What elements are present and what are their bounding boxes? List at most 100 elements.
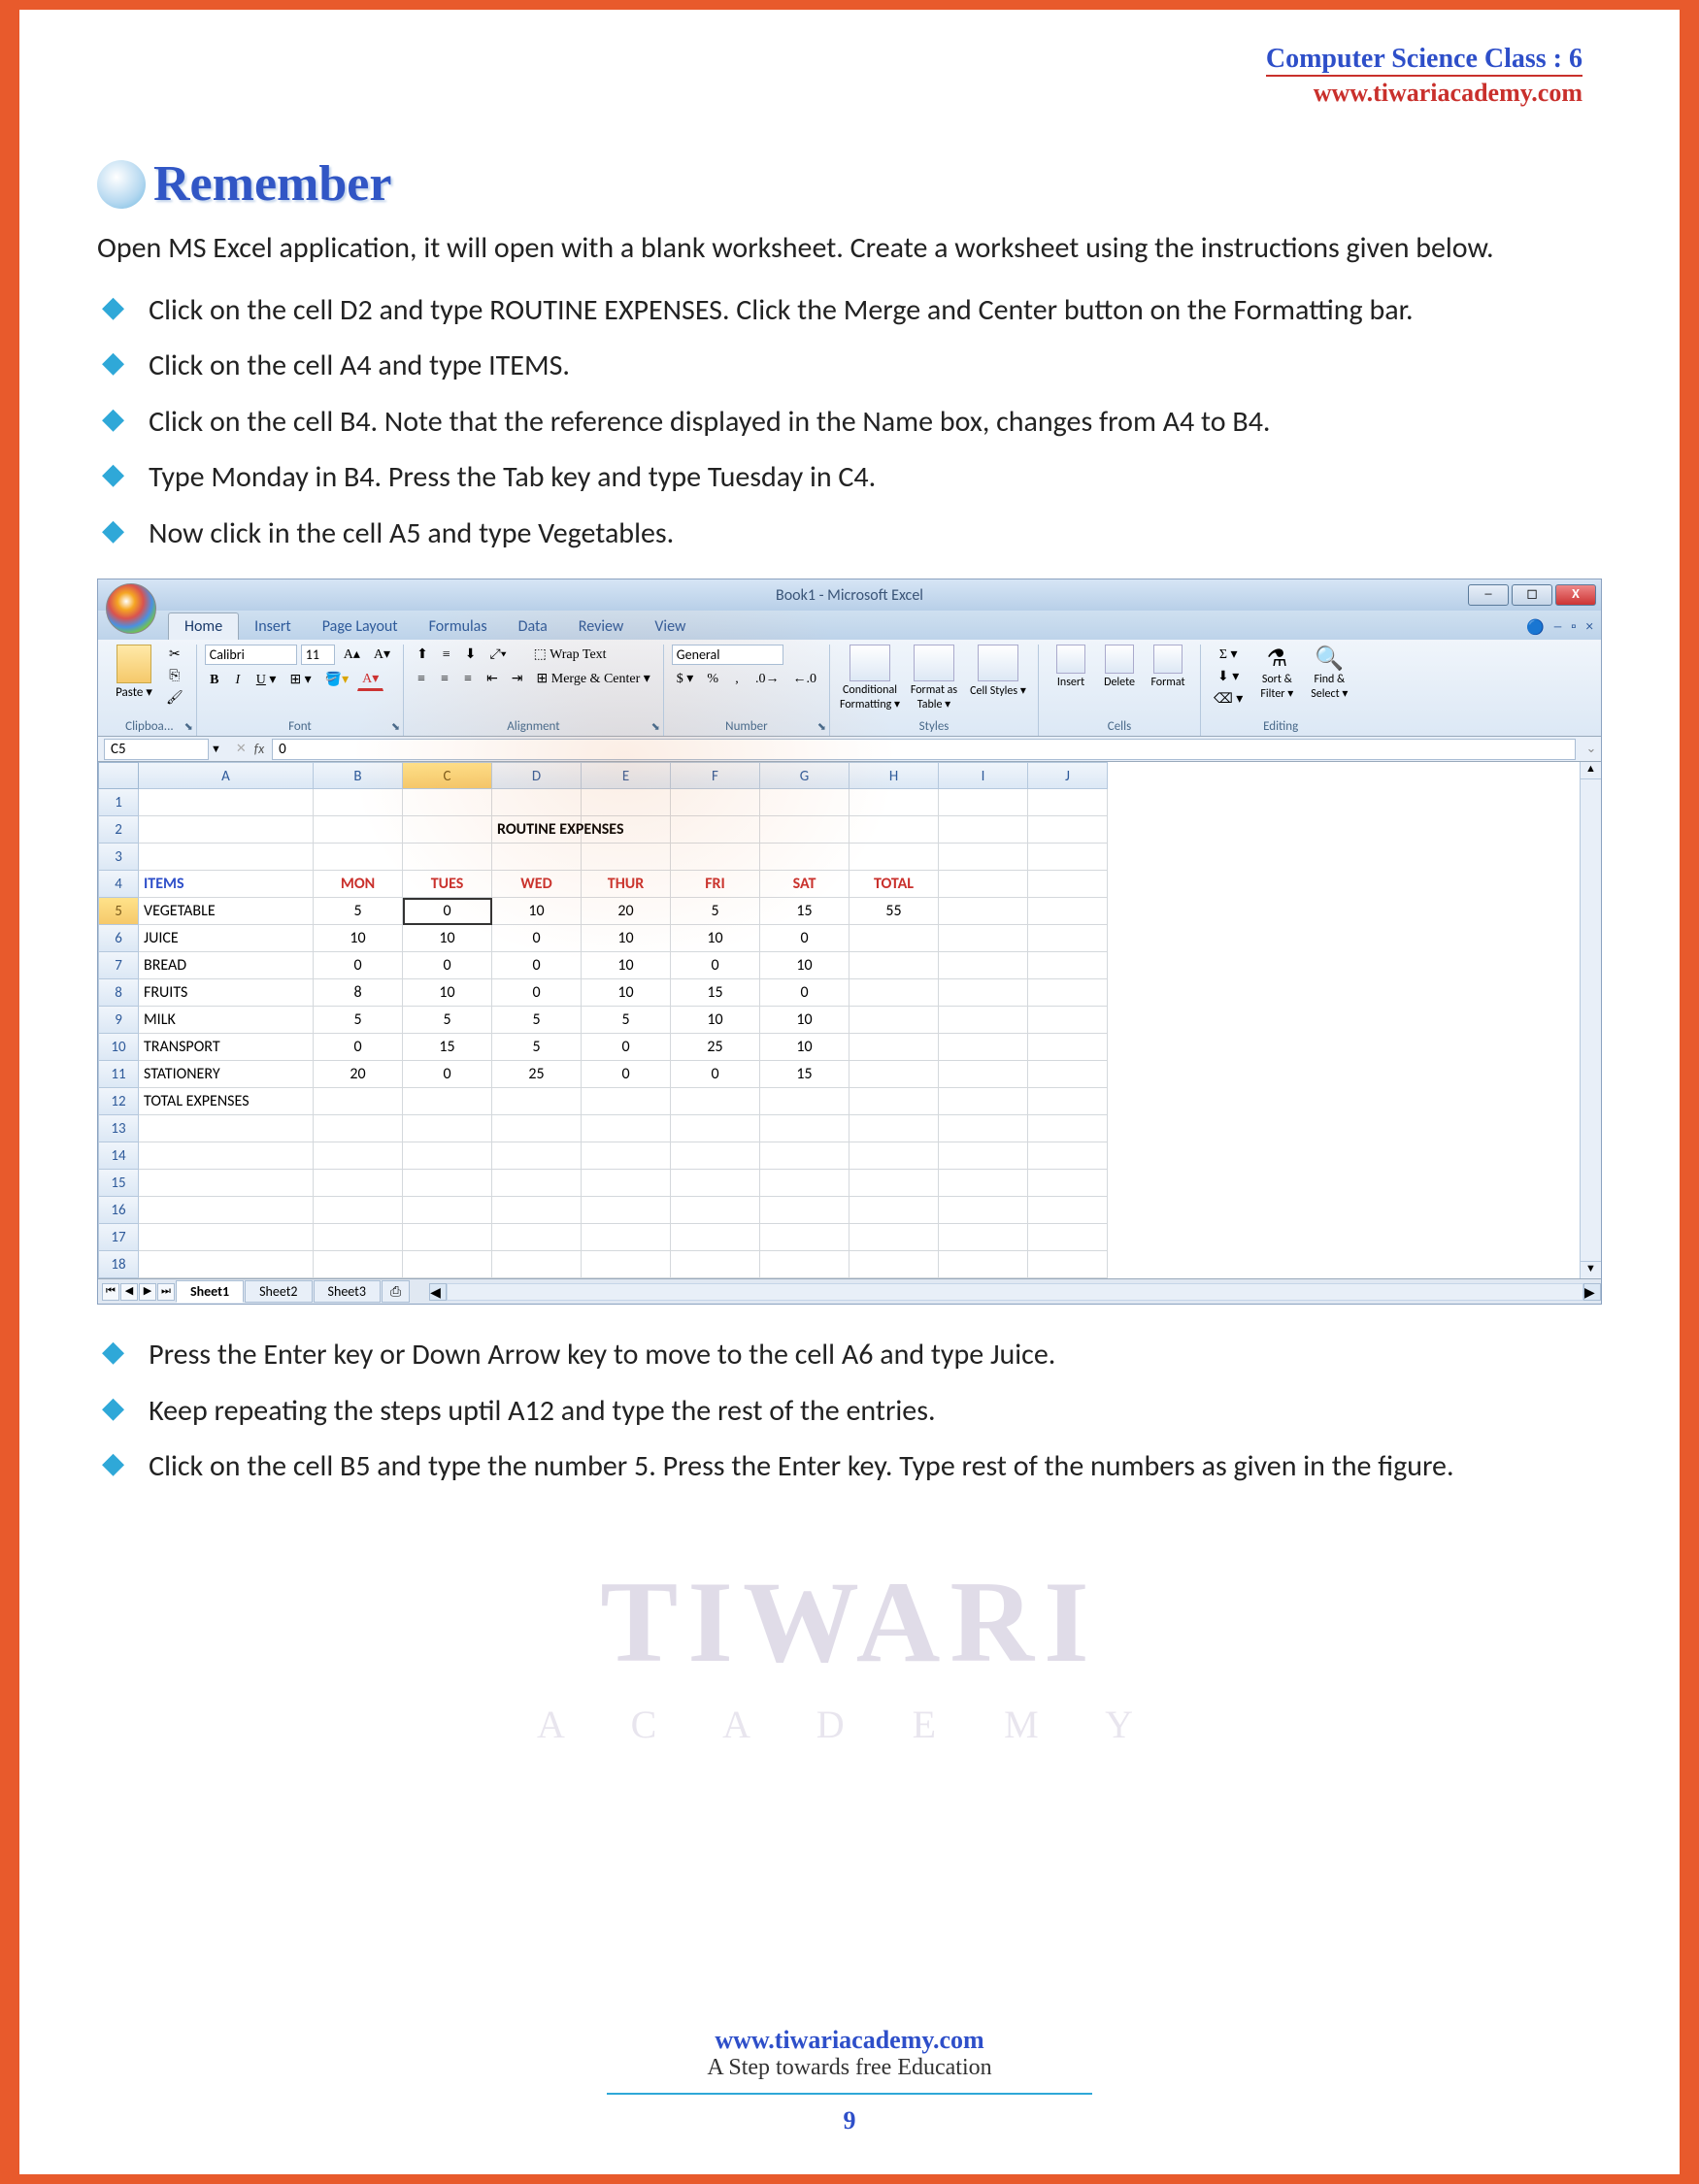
cell[interactable] <box>760 1115 850 1142</box>
data-cell[interactable]: 20 <box>582 898 671 925</box>
header-cell[interactable]: MON <box>314 871 403 898</box>
cell[interactable] <box>139 1170 314 1197</box>
data-cell[interactable] <box>850 979 939 1007</box>
column-header[interactable]: E <box>582 762 671 789</box>
cell[interactable] <box>939 1115 1028 1142</box>
row-header[interactable]: 2 <box>98 816 139 844</box>
data-cell[interactable]: 10 <box>760 1007 850 1034</box>
header-cell[interactable]: ITEMS <box>139 871 314 898</box>
column-header[interactable]: I <box>939 762 1028 789</box>
data-cell[interactable]: 0 <box>671 1061 760 1088</box>
cell[interactable] <box>582 816 671 844</box>
data-cell[interactable] <box>492 1088 582 1115</box>
cell[interactable] <box>1028 1197 1108 1224</box>
cell[interactable] <box>314 816 403 844</box>
data-cell[interactable] <box>850 1007 939 1034</box>
data-cell[interactable] <box>939 952 1028 979</box>
data-cell[interactable]: 0 <box>760 979 850 1007</box>
insert-cells-button[interactable]: Insert <box>1047 645 1095 689</box>
data-cell[interactable]: 0 <box>403 1061 492 1088</box>
data-cell[interactable]: 5 <box>492 1007 582 1034</box>
cell[interactable] <box>939 1142 1028 1170</box>
column-header[interactable]: C <box>403 762 492 789</box>
cell[interactable] <box>671 816 760 844</box>
header-cell[interactable] <box>1028 871 1108 898</box>
data-cell[interactable]: 15 <box>671 979 760 1007</box>
cancel-icon[interactable]: ✕ <box>236 742 247 756</box>
font-name-select[interactable]: Calibri <box>205 645 297 665</box>
data-cell[interactable]: 0 <box>403 952 492 979</box>
data-cell[interactable] <box>939 979 1028 1007</box>
wrap-text-button[interactable]: ⬚ Wrap Text <box>529 645 612 665</box>
row-header[interactable]: 6 <box>98 925 139 952</box>
cell[interactable] <box>403 844 492 871</box>
cell[interactable] <box>139 1197 314 1224</box>
expand-formula-bar-icon[interactable]: ⌄ <box>1582 742 1601 756</box>
cell[interactable] <box>403 789 492 816</box>
cell[interactable] <box>582 1224 671 1251</box>
data-cell[interactable]: 15 <box>760 898 850 925</box>
column-header[interactable]: H <box>850 762 939 789</box>
row-header[interactable]: 17 <box>98 1224 139 1251</box>
data-cell[interactable]: VEGETABLE <box>139 898 314 925</box>
merge-center-button[interactable]: ⊞ Merge & Center ▾ <box>532 669 655 689</box>
cell[interactable] <box>139 1115 314 1142</box>
data-cell[interactable] <box>850 1034 939 1061</box>
cell[interactable] <box>671 1197 760 1224</box>
namebox-dropdown-icon[interactable]: ▼ <box>211 743 221 755</box>
clear-icon[interactable]: ⌫ ▾ <box>1209 689 1248 710</box>
data-cell[interactable] <box>850 1061 939 1088</box>
dialog-launcher-icon[interactable]: ⬊ <box>184 720 193 733</box>
data-cell[interactable]: 0 <box>492 925 582 952</box>
data-cell[interactable]: 5 <box>314 1007 403 1034</box>
align-top-icon[interactable]: ⬆ <box>412 645 433 665</box>
cell[interactable] <box>403 1115 492 1142</box>
cell[interactable] <box>850 1170 939 1197</box>
data-cell[interactable] <box>1028 898 1108 925</box>
cell[interactable] <box>1028 1115 1108 1142</box>
data-cell[interactable]: 5 <box>582 1007 671 1034</box>
data-cell[interactable] <box>939 1061 1028 1088</box>
sort-filter-button[interactable]: ⚗Sort & Filter ▾ <box>1253 645 1300 710</box>
cell[interactable] <box>582 1251 671 1278</box>
tab-review[interactable]: Review <box>563 613 640 640</box>
first-sheet-icon[interactable]: ⏮ <box>102 1283 119 1301</box>
font-size-select[interactable]: 11 <box>301 645 335 665</box>
cell[interactable] <box>760 844 850 871</box>
data-cell[interactable] <box>1028 1088 1108 1115</box>
italic-button[interactable]: I <box>228 671 248 690</box>
minimize-button[interactable]: ─ <box>1468 584 1509 606</box>
cell[interactable] <box>850 1197 939 1224</box>
help-icon[interactable]: 🔵 <box>1526 618 1545 637</box>
cell[interactable] <box>314 1197 403 1224</box>
row-header[interactable]: 8 <box>98 979 139 1007</box>
office-button[interactable] <box>106 583 156 634</box>
data-cell[interactable]: 5 <box>492 1034 582 1061</box>
cell[interactable] <box>139 816 314 844</box>
cell[interactable] <box>139 1224 314 1251</box>
find-select-button[interactable]: 🔍Find & Select ▾ <box>1306 645 1352 710</box>
sheet-tab[interactable]: Sheet2 <box>245 1280 312 1303</box>
cell[interactable] <box>492 789 582 816</box>
cell[interactable] <box>939 844 1028 871</box>
data-cell[interactable] <box>939 1034 1028 1061</box>
cell[interactable] <box>314 789 403 816</box>
data-cell[interactable] <box>1028 952 1108 979</box>
fill-icon[interactable]: ⬇ ▾ <box>1209 667 1248 687</box>
header-cell[interactable]: THUR <box>582 871 671 898</box>
cell[interactable] <box>1028 844 1108 871</box>
close-button[interactable]: X <box>1555 584 1596 606</box>
row-header[interactable]: 12 <box>98 1088 139 1115</box>
data-cell[interactable] <box>850 925 939 952</box>
shrink-font-icon[interactable]: A▾ <box>369 645 395 665</box>
underline-button[interactable]: U ▾ <box>251 670 282 690</box>
cell[interactable] <box>492 844 582 871</box>
cell[interactable] <box>671 789 760 816</box>
grow-font-icon[interactable]: A▴ <box>339 645 365 665</box>
cell[interactable] <box>1028 816 1108 844</box>
data-cell[interactable]: 0 <box>314 1034 403 1061</box>
increase-indent-icon[interactable]: ⇥ <box>507 669 528 689</box>
data-cell[interactable]: 10 <box>314 925 403 952</box>
data-cell[interactable]: 10 <box>582 979 671 1007</box>
data-cell[interactable]: 0 <box>314 952 403 979</box>
